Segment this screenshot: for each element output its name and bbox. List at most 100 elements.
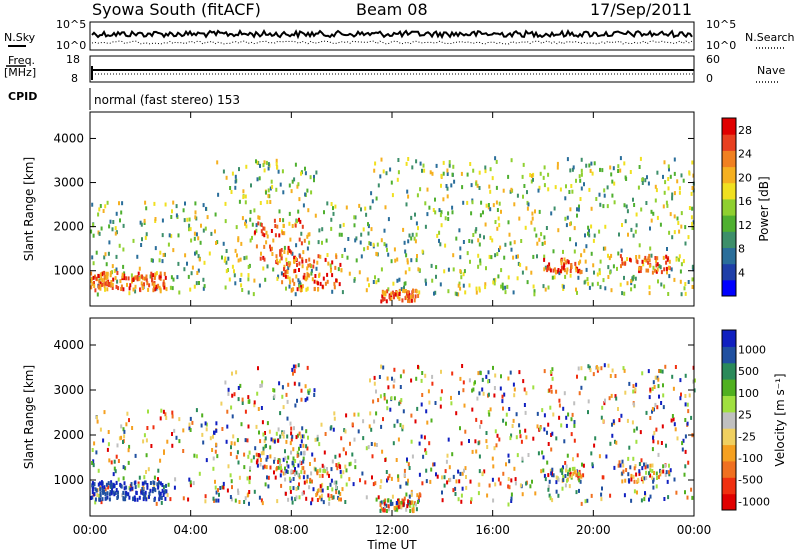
scatter-cell [488, 412, 491, 417]
scatter-cell [676, 436, 679, 441]
scatter-cell [281, 385, 284, 390]
scatter-cell [235, 225, 238, 230]
colorbar-tick-label: 4 [738, 266, 745, 279]
scatter-cell [369, 205, 372, 210]
scatter-cell [146, 485, 149, 490]
scatter-cell [305, 444, 308, 449]
scatter-cell [529, 173, 532, 178]
scatter-cell [253, 403, 256, 408]
scatter-cell [580, 474, 583, 479]
scatter-cell [507, 275, 510, 280]
scatter-cell [360, 207, 362, 212]
scatter-cell [553, 206, 556, 211]
scatter-cell [159, 287, 162, 292]
scatter-cell [549, 268, 552, 273]
scatter-cell [580, 186, 583, 191]
scatter-cell [384, 290, 387, 295]
scatter-cell [587, 399, 590, 404]
scatter-cell [147, 287, 150, 292]
scatter-cell [440, 183, 442, 188]
scatter-cell [406, 504, 409, 509]
scatter-cell [397, 474, 400, 479]
scatter-cell [428, 441, 431, 446]
scatter-cell [253, 489, 256, 494]
scatter-cell [358, 270, 361, 275]
scatter-cell [315, 170, 318, 175]
scatter-cell [389, 502, 392, 507]
scatter-cell [91, 202, 94, 207]
scatter-cell [306, 446, 309, 451]
scatter-cell [478, 186, 481, 190]
colorbar-tick-label: 8 [738, 243, 745, 256]
scatter-cell [307, 273, 310, 278]
scatter-cell [241, 401, 244, 405]
scatter-cell [590, 161, 593, 166]
scatter-cell [284, 269, 287, 274]
scatter-cell [147, 467, 150, 472]
scatter-cell [354, 459, 357, 464]
scatter-cell [578, 174, 581, 179]
scatter-cell [568, 467, 571, 472]
scatter-cell [238, 199, 241, 204]
colorbar-segment [722, 231, 736, 248]
scatter-cell [664, 364, 667, 369]
scatter-cell [510, 478, 513, 483]
scatter-cell [578, 261, 580, 266]
scatter-cell [265, 190, 267, 195]
scatter-cell [231, 414, 234, 419]
scatter-cell [638, 243, 641, 248]
scatter-cell [343, 428, 346, 433]
scatter-cell [403, 468, 406, 473]
scatter-cell [483, 469, 486, 474]
scatter-cell [111, 484, 114, 489]
scatter-cell [190, 271, 193, 276]
scatter-cell [397, 498, 399, 503]
scatter-cell [170, 234, 173, 239]
scatter-cell [530, 174, 533, 178]
scatter-cell [420, 434, 423, 439]
scatter-cell [362, 436, 365, 441]
scatter-cell [280, 483, 283, 488]
scatter-cell [550, 211, 553, 216]
scatter-cell [243, 500, 246, 504]
scatter-cell [502, 418, 505, 423]
scatter-cell [543, 413, 546, 418]
scatter-cell [475, 181, 478, 186]
scatter-cell [299, 434, 302, 439]
scatter-cell [287, 261, 290, 266]
scatter-cell [444, 469, 447, 474]
scatter-cell [691, 495, 694, 500]
scatter-cell [288, 263, 291, 268]
scatter-cell [166, 439, 169, 444]
scatter-cell [136, 254, 139, 259]
scatter-cell [576, 207, 578, 212]
scatter-cell [294, 268, 297, 273]
scatter-cell [684, 373, 687, 378]
scatter-cell [576, 453, 579, 458]
scatter-cell [300, 231, 303, 236]
scatter-cell [196, 271, 199, 275]
scatter-cell [314, 467, 317, 472]
scatter-cell [615, 396, 618, 401]
colorbar-segment [722, 330, 736, 347]
scatter-cell [331, 495, 334, 500]
scatter-cell [175, 435, 178, 440]
scatter-cell [94, 288, 97, 293]
scatter-cell [110, 460, 113, 465]
scatter-cell [690, 191, 693, 196]
scatter-cell [377, 398, 380, 403]
scatter-cell [138, 475, 141, 480]
scatter-cell [626, 281, 629, 286]
scatter-cell [359, 478, 361, 483]
scatter-cell [194, 215, 197, 220]
scatter-cell [459, 426, 461, 431]
scatter-cell [163, 490, 166, 495]
scatter-cell [155, 271, 158, 276]
scatter-cell [548, 388, 551, 393]
scatter-cell [678, 254, 681, 259]
scatter-cell [655, 259, 658, 264]
scatter-cell [348, 462, 351, 467]
scatter-cell [624, 219, 627, 224]
scatter-cell [389, 407, 392, 412]
scatter-cell [657, 384, 660, 389]
